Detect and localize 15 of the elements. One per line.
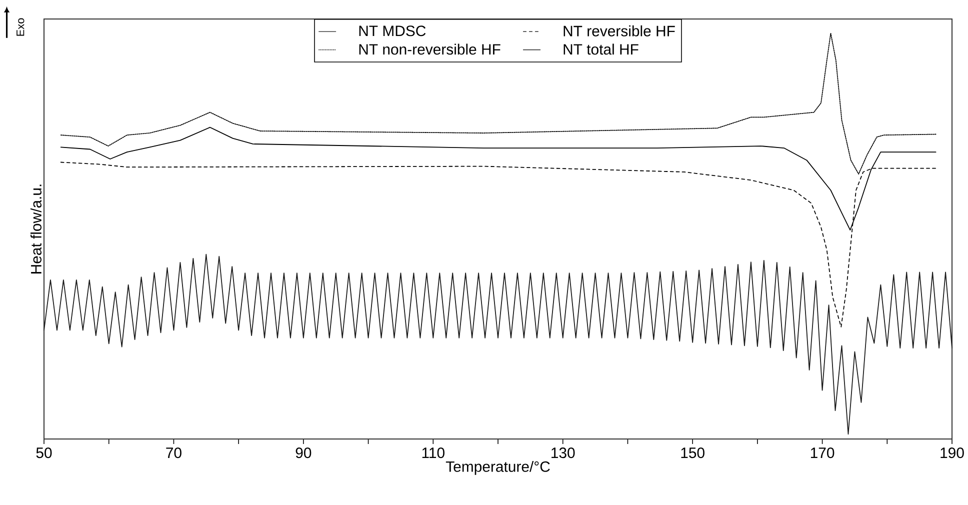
- x-tick-label: 190: [940, 448, 964, 458]
- legend-label: NT MDSC: [359, 26, 426, 36]
- x-tick-label: 70: [166, 448, 182, 458]
- text: Exo: [16, 18, 24, 36]
- legend-label: NT reversible HF: [564, 25, 675, 36]
- x-tick-label: 150: [681, 448, 704, 458]
- legend-label: NT non-reversible HF: [359, 44, 500, 55]
- legend-label: NT total HF: [564, 44, 638, 55]
- x-tick-label: 50: [36, 448, 52, 458]
- x-tick-label: 90: [296, 448, 312, 458]
- x-tick-label: 130: [552, 448, 575, 458]
- x-axis-title: Temperature/°C: [446, 460, 550, 475]
- x-tick-label: 110: [422, 448, 444, 458]
- x-tick-label: 170: [810, 448, 834, 458]
- y-axis-title: Heat flow/a.u.: [30, 184, 42, 274]
